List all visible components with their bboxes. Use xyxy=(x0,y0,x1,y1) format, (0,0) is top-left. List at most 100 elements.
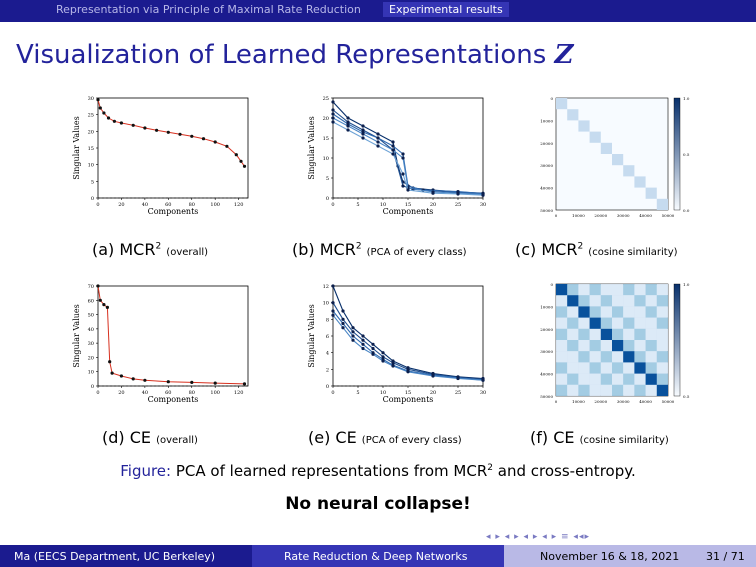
y-tick-label: 8 xyxy=(326,317,329,323)
heatmap-diagonal-block xyxy=(567,295,579,307)
heatmap-cell xyxy=(567,351,579,363)
x-tick-label: 30000 xyxy=(617,213,630,218)
y-tick-label: 20 xyxy=(88,129,94,135)
heatmap-cell xyxy=(556,362,568,374)
heatmap-cell xyxy=(612,306,624,318)
section-link-experimental-results[interactable]: Experimental results xyxy=(383,2,509,17)
data-point xyxy=(391,144,395,148)
caption-c-note: (cosine similarity) xyxy=(588,247,678,258)
heatmap-cell xyxy=(600,340,612,352)
y-tick-label: 25 xyxy=(88,113,94,119)
data-point xyxy=(376,144,380,148)
data-point xyxy=(112,119,116,123)
heatmap-cell xyxy=(656,328,668,340)
data-point xyxy=(361,334,365,338)
data-point xyxy=(481,193,485,197)
x-tick-label: 15 xyxy=(405,390,411,396)
figure-caption-sup: 2 xyxy=(487,463,494,473)
data-point xyxy=(401,152,405,156)
x-tick-label: 15 xyxy=(405,202,411,208)
x-tick-label: 50000 xyxy=(662,213,675,218)
y-axis-label: Singular Values xyxy=(307,304,316,368)
x-tick-label: 5 xyxy=(356,202,359,208)
data-point xyxy=(102,111,106,115)
plot-frame xyxy=(97,285,249,387)
colorbar xyxy=(673,97,681,211)
caption-e-note: (PCA of every class) xyxy=(361,435,462,446)
heatmap-cell xyxy=(656,295,668,307)
heatmap-cell xyxy=(645,340,657,352)
footer-date: November 16 & 18, 2021 xyxy=(540,550,680,563)
y-tick-label: 10 xyxy=(323,156,329,162)
x-axis-label: Components xyxy=(148,395,199,404)
beamer-navigation-icons[interactable]: ◂ ▸ ◂ ▸ ◂ ▸ ◂ ▸ ≡ ◂◂▸ xyxy=(486,532,590,542)
y-tick-label: 15 xyxy=(88,146,94,152)
caption-b-sup: 2 xyxy=(355,241,362,252)
heatmap-cell xyxy=(589,284,601,296)
data-point xyxy=(225,144,229,148)
heatmap-diagonal-block xyxy=(623,165,635,177)
y-tick-label: 30 xyxy=(88,341,94,347)
data-point xyxy=(98,106,102,110)
heatmap-cell xyxy=(556,351,568,363)
data-point xyxy=(190,134,194,138)
x-tick-label: 0 xyxy=(96,202,99,208)
caption-b: (b) MCR2 (PCA of every class) xyxy=(292,240,467,259)
x-tick-label: 100 xyxy=(210,202,220,208)
slide-title-text: Visualization of Learned Representations xyxy=(16,40,547,70)
x-tick-label: 40000 xyxy=(639,213,652,218)
series-line xyxy=(332,121,484,196)
y-tick-label: 5 xyxy=(326,176,329,182)
data-point xyxy=(381,355,385,359)
y-tick-label: 0 xyxy=(91,384,94,390)
y-tick-label: 50000 xyxy=(540,394,553,399)
y-tick-label: 6 xyxy=(326,334,329,340)
section-link-rate-reduction[interactable]: Representation via Principle of Maximal … xyxy=(56,3,361,16)
heatmap-cell xyxy=(634,384,646,396)
data-point xyxy=(346,124,350,128)
data-point xyxy=(391,148,395,152)
plot-frame xyxy=(332,97,484,199)
y-tick-label: 40000 xyxy=(540,372,553,377)
caption-f-label: (f) CE xyxy=(530,428,575,447)
heatmap-cell xyxy=(634,284,646,296)
heatmap-cell xyxy=(578,373,590,385)
chart-ce-overall: 0 20 40 60 80 100 120 0 10 20 30 40 50 60 70 Components… xyxy=(72,284,249,404)
heatmap-cell xyxy=(623,328,635,340)
heatmap-cell xyxy=(556,317,568,329)
data-point xyxy=(178,132,182,136)
heatmap-cell xyxy=(567,284,579,296)
data-point xyxy=(108,360,112,364)
caption-e: (e) CE (PCA of every class) xyxy=(308,428,462,447)
data-point xyxy=(391,152,395,156)
x-tick-label: 10000 xyxy=(572,213,585,218)
data-point xyxy=(406,188,410,192)
data-point xyxy=(166,380,170,384)
heatmap-cell xyxy=(623,317,635,329)
data-point xyxy=(119,374,123,378)
y-tick-label: 40000 xyxy=(540,186,553,191)
heatmap-diagonal-block xyxy=(612,340,624,352)
heatmap-diagonal-block xyxy=(556,284,568,296)
slide-footer: Ma (EECS Department, UC Berkeley) Rate R… xyxy=(0,545,756,567)
figure-caption: Figure: PCA of learned representations f… xyxy=(0,462,756,480)
y-tick-label: 30 xyxy=(88,96,94,102)
data-point xyxy=(456,376,460,381)
colorbar-tick-label: 1.0 xyxy=(683,282,690,287)
data-point xyxy=(376,140,380,144)
footer-author: Ma (EECS Department, UC Berkeley) xyxy=(14,550,216,563)
data-point xyxy=(376,136,380,140)
heatmap-cell xyxy=(656,373,668,385)
heatmap-cell xyxy=(645,306,657,318)
heatmap-cell xyxy=(645,362,657,374)
heatmap-cell xyxy=(623,284,635,296)
x-tick-label: 30 xyxy=(480,390,486,396)
colorbar-tick-label: 0.0 xyxy=(683,208,690,213)
heatmap-diagonal-block xyxy=(623,351,635,363)
data-point xyxy=(201,137,206,141)
slide-title: Visualization of Learned Representations… xyxy=(16,40,574,70)
y-tick-label: 2 xyxy=(326,367,329,373)
data-point xyxy=(351,338,355,342)
y-axis-label: Singular Values xyxy=(72,304,81,368)
data-point xyxy=(242,382,247,386)
